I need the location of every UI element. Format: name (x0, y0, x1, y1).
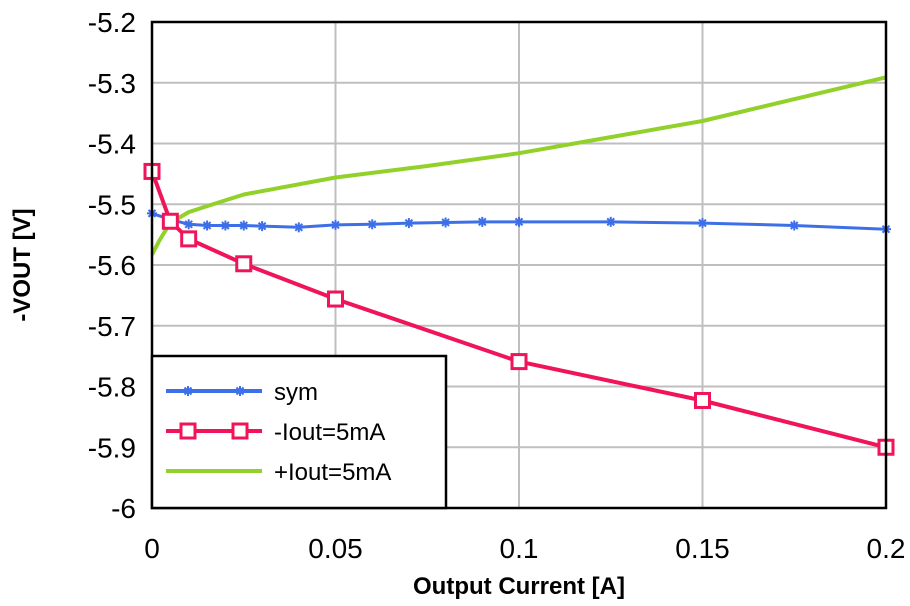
x-tick-label: 0.1 (500, 533, 539, 564)
asterisk-marker (789, 220, 800, 231)
square-marker (179, 422, 197, 440)
square-marker (327, 290, 344, 308)
asterisk-marker (440, 217, 451, 228)
asterisk-marker (403, 218, 414, 229)
asterisk-marker (183, 219, 194, 230)
legend-box (150, 354, 448, 510)
y-tick-label: -5.4 (88, 129, 136, 160)
x-axis-title: Output Current [A] (413, 573, 625, 600)
asterisk-marker (330, 219, 341, 230)
plot-area-border (150, 20, 888, 510)
square-marker (235, 255, 253, 273)
legend-label: -Iout=5mA (274, 419, 385, 446)
x-tick-label: 0.05 (308, 533, 363, 564)
square-marker (231, 422, 249, 440)
square-marker (161, 212, 179, 230)
y-tick-label: -5.9 (88, 432, 136, 463)
asterisk-marker (367, 219, 378, 230)
asterisk-marker (220, 220, 231, 231)
square-marker (694, 391, 711, 409)
y-tick-label: -5.7 (88, 311, 136, 342)
asterisk-marker (477, 216, 488, 227)
y-tick-label: -5.6 (88, 250, 136, 281)
asterisk-marker (514, 216, 524, 227)
asterisk-marker (605, 216, 616, 227)
x-tick-label: 0 (144, 533, 160, 564)
square-marker (510, 353, 528, 371)
series-layer (143, 75, 895, 456)
tick-labels: 0 0.05 0.1 0.15 0.2 -5.2 -5.3 -5.4 -5.5 -5.6 -5.7 -… (88, 7, 906, 564)
y-tick-label: -5.3 (88, 68, 136, 99)
series-1 (143, 162, 895, 456)
legend-item: -Iout=5mA (166, 419, 385, 446)
asterisk-marker (235, 386, 245, 396)
legend-label: +Iout=5mA (274, 459, 391, 486)
y-tick-label: -5.2 (88, 7, 136, 38)
asterisk-marker (238, 220, 249, 231)
x-tick-label: 0.2 (867, 533, 906, 564)
asterisk-marker (257, 221, 268, 232)
asterisk-marker (293, 222, 304, 233)
x-tick-label: 0.15 (675, 533, 730, 564)
asterisk-marker (697, 218, 708, 229)
asterisk-marker (202, 220, 213, 231)
y-tick-label: -5.5 (88, 189, 136, 220)
y-tick-label: -6 (111, 493, 136, 524)
legend-label: sym (274, 379, 318, 406)
y-axis-title: -VOUT [V] (9, 208, 36, 321)
legend-item: +Iout=5mA (166, 459, 391, 486)
asterisk-marker (183, 386, 193, 396)
legend-item: sym (166, 379, 318, 406)
square-marker (180, 230, 198, 248)
legend: sym -Iout=5mA +Iout=5mA (150, 354, 448, 510)
y-tick-label: -5.8 (88, 372, 136, 403)
